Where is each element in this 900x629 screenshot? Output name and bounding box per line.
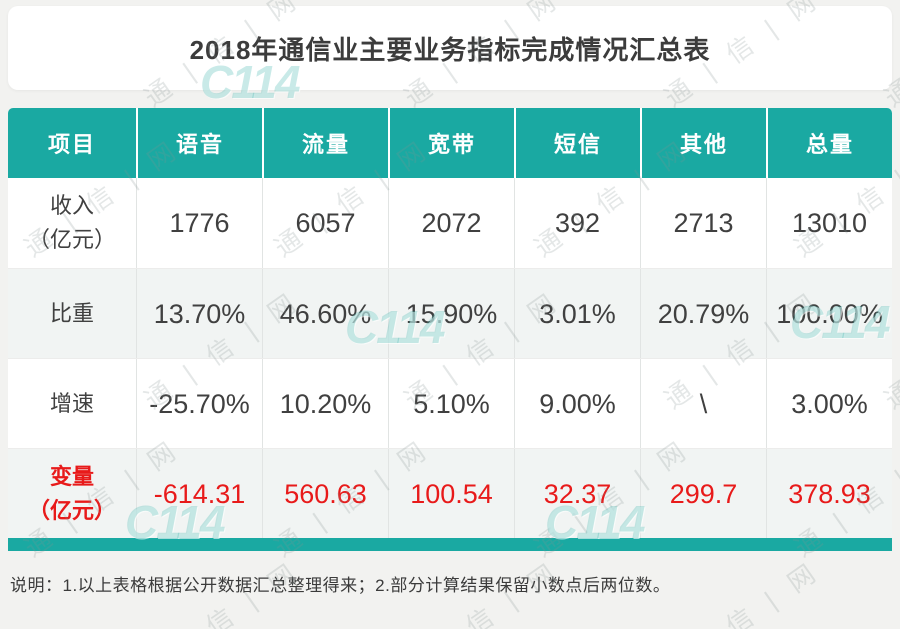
table-cell: 2072: [388, 178, 514, 268]
title-card: 2018年通信业主要业务指标完成情况汇总表: [8, 6, 892, 90]
table-row-growth: 增速 -25.70% 10.20% 5.10% 9.00% \ 3.00%: [8, 358, 892, 448]
header-cell-data: 流量: [262, 108, 388, 178]
row-label: 变量 （亿元）: [27, 463, 116, 523]
table-cell: 1776: [136, 178, 262, 268]
table-cell: \: [640, 359, 766, 448]
header-cell-total: 总量: [766, 108, 892, 178]
summary-table: 项目 语音 流量 宽带 短信 其他 总量 收入 （亿元） 1776 6057 2…: [8, 108, 892, 551]
table-cell: 378.93: [766, 449, 892, 538]
table-header-row: 项目 语音 流量 宽带 短信 其他 总量: [8, 108, 892, 178]
footnote: 说明：1.以上表格根据公开数据汇总整理得来；2.部分计算结果保留小数点后两位数。: [10, 576, 671, 595]
table-cell: 100.54: [388, 449, 514, 538]
table-cell: 9.00%: [514, 359, 640, 448]
table-cell: 5.10%: [388, 359, 514, 448]
table-cell: 3.01%: [514, 269, 640, 358]
table-row-change: 变量 （亿元） -614.31 560.63 100.54 32.37 299.…: [8, 448, 892, 538]
table-cell: 2713: [640, 178, 766, 268]
row-label: 增速: [49, 390, 94, 416]
table-cell: 3.00%: [766, 359, 892, 448]
table-cell: 20.79%: [640, 269, 766, 358]
table-cell: 46.60%: [262, 269, 388, 358]
table-cell: 299.7: [640, 449, 766, 538]
table-row-revenue: 收入 （亿元） 1776 6057 2072 392 2713 13010: [8, 178, 892, 268]
row-label: 收入 （亿元）: [27, 193, 116, 252]
header-cell-broadband: 宽带: [388, 108, 514, 178]
table-cell: 13.70%: [136, 269, 262, 358]
table-bottom-accent-bar: [8, 538, 892, 551]
header-cell-sms: 短信: [514, 108, 640, 178]
table-cell: 10.20%: [262, 359, 388, 448]
table-row-share: 比重 13.70% 46.60% 15.90% 3.01% 20.79% 100…: [8, 268, 892, 358]
table-cell: 13010: [766, 178, 892, 268]
table-cell: 392: [514, 178, 640, 268]
header-cell-other: 其他: [640, 108, 766, 178]
table-cell: -25.70%: [136, 359, 262, 448]
table-cell: -614.31: [136, 449, 262, 538]
table-cell: 100.00%: [766, 269, 892, 358]
table-cell: 560.63: [262, 449, 388, 538]
page-title: 2018年通信业主要业务指标完成情况汇总表: [189, 34, 711, 65]
table-cell: 6057: [262, 178, 388, 268]
row-label: 比重: [49, 300, 94, 326]
table-cell: 15.90%: [388, 269, 514, 358]
header-cell-voice: 语音: [136, 108, 262, 178]
header-cell-item: 项目: [47, 132, 96, 157]
table-cell: 32.37: [514, 449, 640, 538]
